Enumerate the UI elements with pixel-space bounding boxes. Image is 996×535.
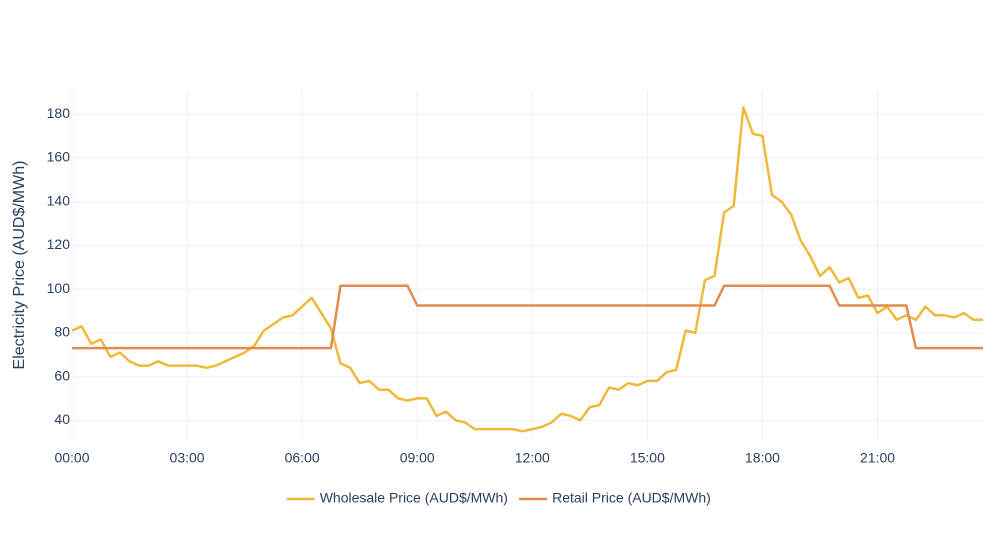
legend-label: Retail Price (AUD$/MWh) <box>552 490 711 506</box>
y-tick-label: 180 <box>47 105 71 121</box>
series-line <box>72 284 983 350</box>
x-tick-label: 12:00 <box>515 450 550 466</box>
x-tick-label: 18:00 <box>745 450 780 466</box>
y-tick-label: 40 <box>54 411 70 427</box>
y-tick-label: 160 <box>47 149 71 165</box>
y-tick-label: 120 <box>47 236 71 252</box>
y-tick-label: 100 <box>47 280 71 296</box>
x-tick-label: 21:00 <box>860 450 895 466</box>
x-tick-label: 15:00 <box>630 450 665 466</box>
legend-label: Wholesale Price (AUD$/MWh) <box>320 490 508 506</box>
y-tick-label: 80 <box>54 324 70 340</box>
series-line <box>71 106 983 433</box>
x-tick-label: 09:00 <box>400 450 435 466</box>
x-tick-label: 06:00 <box>285 450 320 466</box>
x-tick-label: 00:00 <box>54 450 89 466</box>
x-tick-label: 03:00 <box>170 450 205 466</box>
y-tick-label: 60 <box>54 367 70 383</box>
y-tick-label: 140 <box>47 192 71 208</box>
y-axis-label: Electricity Price (AUD$/MWh) <box>11 161 28 370</box>
